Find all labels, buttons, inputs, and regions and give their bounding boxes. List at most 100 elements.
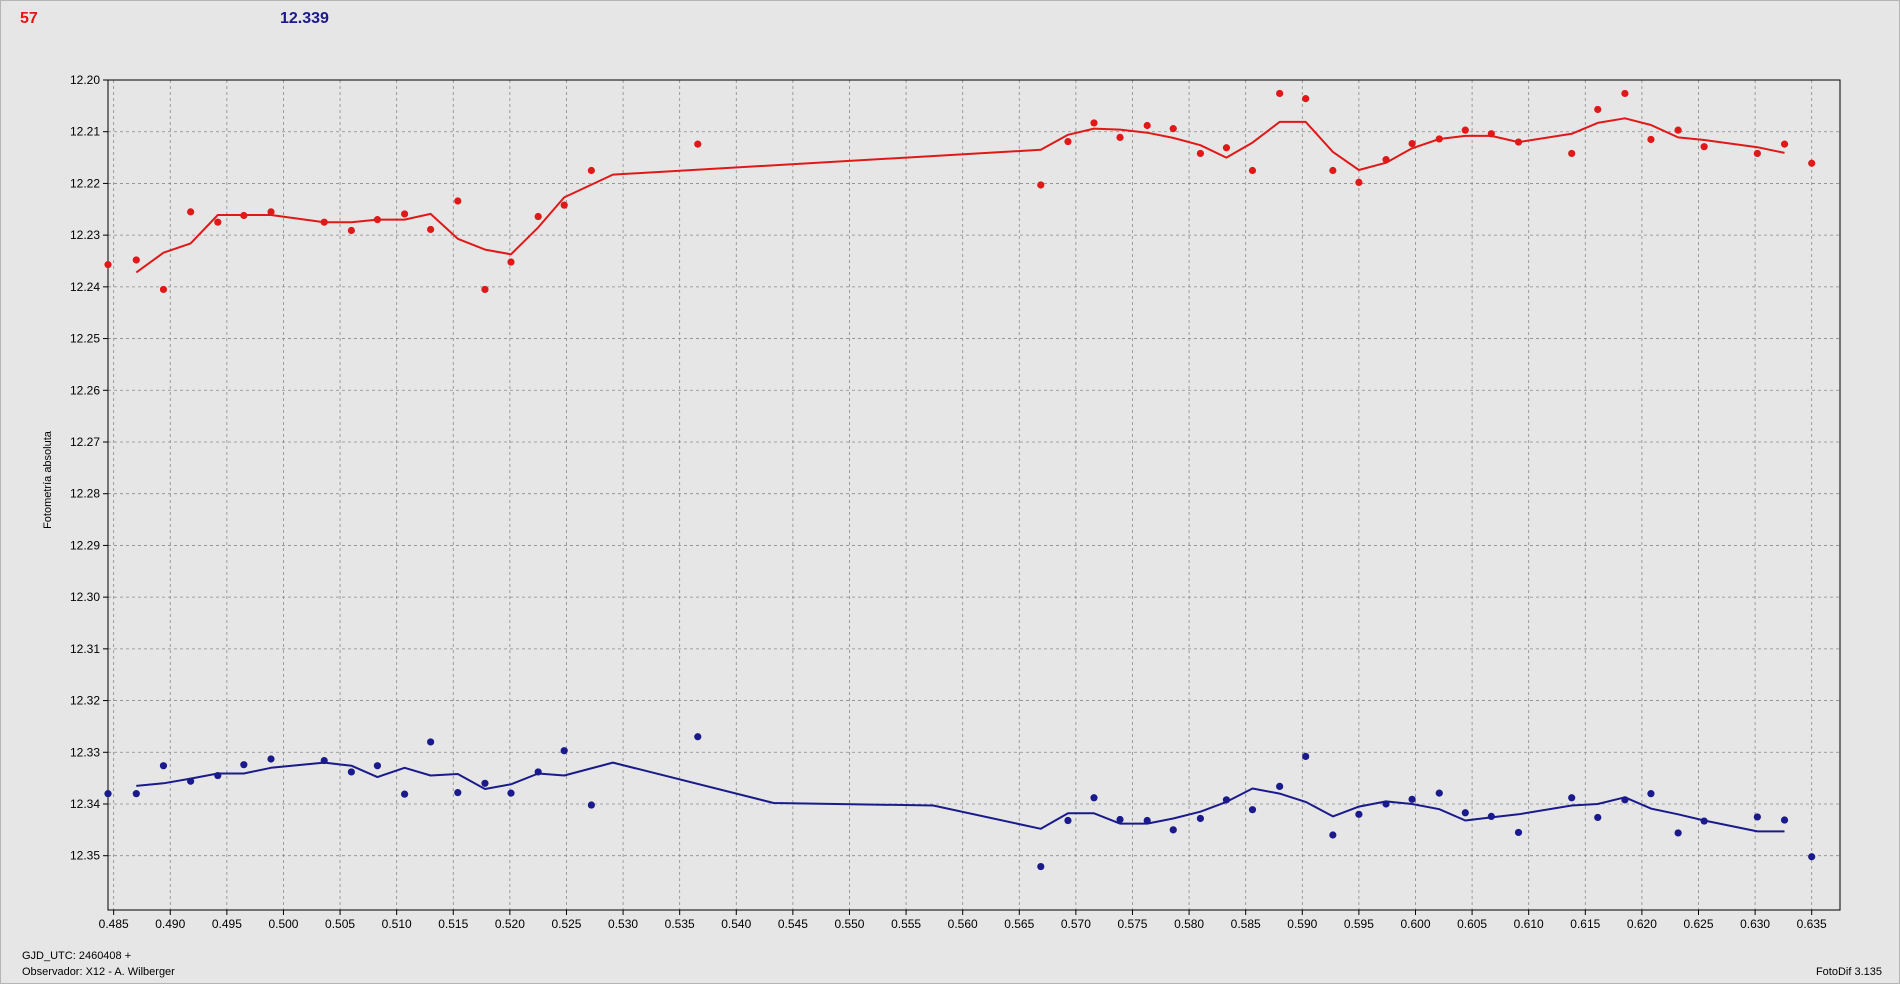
red-data-point [1382, 156, 1390, 164]
x-tick-label: 0.615 [1570, 917, 1600, 931]
x-tick-label: 0.495 [212, 917, 242, 931]
blue-data-point [1090, 794, 1098, 802]
red-data-point [560, 201, 568, 209]
x-tick-label: 0.505 [325, 917, 355, 931]
blue-data-point [1302, 752, 1310, 761]
red-data-point [1700, 143, 1708, 151]
blue-data-point [159, 762, 168, 770]
blue-data-point [481, 779, 489, 787]
red-data-point [1037, 181, 1045, 189]
red-data-point [1329, 166, 1337, 175]
blue-data-point [373, 762, 382, 770]
red-data-point [481, 285, 489, 294]
x-tick-label: 0.630 [1740, 917, 1770, 931]
red-data-point [1116, 133, 1124, 142]
blue-data-point [240, 761, 248, 769]
software-version: FotoDif 3.135 [1815, 966, 1882, 978]
blue-data-point [1461, 809, 1469, 817]
blue-data-point [1780, 816, 1789, 824]
blue-data-point [1674, 829, 1682, 837]
blue-data-point [1143, 816, 1151, 825]
blue-data-point [1487, 812, 1495, 820]
x-tick-label: 0.600 [1400, 917, 1430, 931]
x-tick-label: 0.500 [268, 917, 298, 931]
red-data-point [214, 218, 222, 226]
red-data-point [1169, 125, 1177, 133]
blue-data-point [427, 738, 435, 746]
blue-data-point [1435, 789, 1443, 797]
x-tick-label: 0.585 [1231, 917, 1261, 931]
x-tick-label: 0.595 [1344, 917, 1374, 931]
blue-data-point [454, 789, 462, 797]
x-tick-label: 0.530 [608, 917, 638, 931]
red-data-point [159, 285, 168, 294]
x-tick-label: 0.590 [1287, 917, 1317, 931]
blue-data-point [1169, 826, 1177, 834]
plot-area [108, 80, 1840, 910]
red-data-point [1621, 89, 1629, 98]
red-data-point [1196, 149, 1205, 158]
blue-data-point [587, 801, 595, 809]
red-data-point [1435, 135, 1443, 143]
x-tick-label: 0.515 [438, 917, 468, 931]
x-tick-label: 0.555 [891, 917, 921, 931]
observer-label: Observador: X12 - A. Wilberger [22, 966, 175, 978]
red-data-point [104, 261, 112, 269]
red-data-point [1808, 159, 1816, 167]
x-tick-label: 0.540 [721, 917, 751, 931]
red-data-point [400, 210, 409, 218]
blue-data-point [1329, 831, 1337, 839]
gjd-reference: GJD_UTC: 2460408 + [22, 950, 132, 962]
blue-data-point [347, 768, 355, 776]
plot-border [107, 79, 1841, 911]
x-tick-label: 0.560 [948, 917, 978, 931]
x-tick-label: 0.610 [1514, 917, 1544, 931]
red-data-point [694, 140, 702, 148]
x-tick-label: 0.605 [1457, 917, 1487, 931]
blue-data-point [560, 747, 568, 755]
y-tick-label: 12.34 [70, 797, 100, 811]
blue-data-point [1568, 794, 1576, 802]
blue-data-point [104, 790, 112, 798]
x-tick-label: 0.575 [1117, 917, 1147, 931]
blue-data-point [132, 790, 140, 798]
red-data-point [587, 166, 595, 175]
x-tick-label: 0.520 [495, 917, 525, 931]
blue-data-point [187, 777, 195, 785]
x-tick-label: 0.635 [1797, 917, 1827, 931]
mean-magnitude: 12.339 [280, 10, 329, 27]
x-tick-label: 0.545 [778, 917, 808, 931]
red-data-point [534, 212, 542, 221]
blue-data-point [1621, 796, 1629, 804]
red-data-point [1753, 149, 1761, 158]
red-data-point [1568, 149, 1576, 158]
blue-fit-line [136, 761, 1785, 833]
red-data-point [1487, 130, 1495, 138]
blue-data-point [1382, 800, 1390, 808]
y-tick-label: 12.29 [70, 538, 100, 552]
red-data-point [187, 208, 195, 216]
blue-data-point [1355, 810, 1363, 818]
blue-data-point [1064, 816, 1072, 825]
blue-data-point [1248, 806, 1257, 814]
blue-data-point [1116, 815, 1124, 824]
blue-data-point [1700, 817, 1708, 825]
y-tick-label: 12.22 [70, 176, 100, 190]
x-tick-label: 0.620 [1627, 917, 1657, 931]
blue-data-point [507, 789, 515, 797]
y-tick-label: 12.26 [70, 383, 100, 397]
blue-data-point [694, 733, 702, 741]
x-tick-label: 0.535 [665, 917, 695, 931]
x-tick-label: 0.570 [1061, 917, 1091, 931]
red-data-point [1143, 121, 1151, 130]
blue-data-point [1514, 828, 1523, 837]
blue-data-point [1408, 795, 1416, 803]
red-data-point [1461, 126, 1469, 134]
y-tick-label: 12.31 [70, 642, 100, 656]
blue-data-point [1647, 790, 1655, 798]
red-data-point [1355, 178, 1363, 186]
red-data-point [347, 226, 355, 235]
red-data-point [1222, 144, 1231, 152]
red-data-point [1514, 138, 1523, 146]
